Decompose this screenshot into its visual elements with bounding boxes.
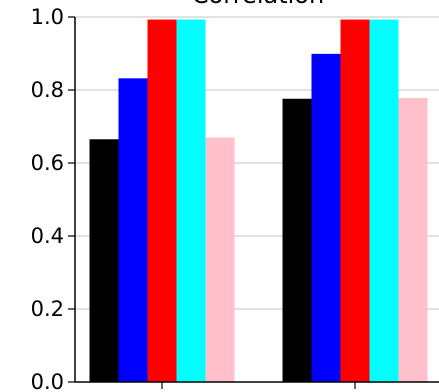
chart-title: Correlation	[192, 0, 324, 9]
y-axis-ticks: 0.0 0.2 0.4 0.6 0.8 1.0	[31, 5, 75, 392]
bar	[205, 137, 235, 382]
bar	[89, 139, 119, 382]
y-tick-label: 0.8	[31, 78, 64, 102]
y-tick-label: 0.4	[31, 224, 64, 248]
bar	[340, 19, 370, 383]
y-tick-label: 0.6	[31, 151, 64, 175]
axes	[74, 17, 439, 383]
y-tick-label: 0.0	[31, 370, 64, 392]
y-tick-label: 0.2	[31, 297, 64, 321]
bar	[398, 98, 428, 382]
bar	[176, 19, 206, 383]
y-tick-label: 1.0	[31, 5, 64, 29]
bars	[89, 19, 428, 383]
bar	[147, 19, 177, 383]
bar	[311, 53, 341, 383]
bar	[369, 19, 399, 383]
bar	[118, 78, 148, 382]
bar	[282, 98, 312, 382]
x-axis-ticks	[161, 382, 356, 389]
